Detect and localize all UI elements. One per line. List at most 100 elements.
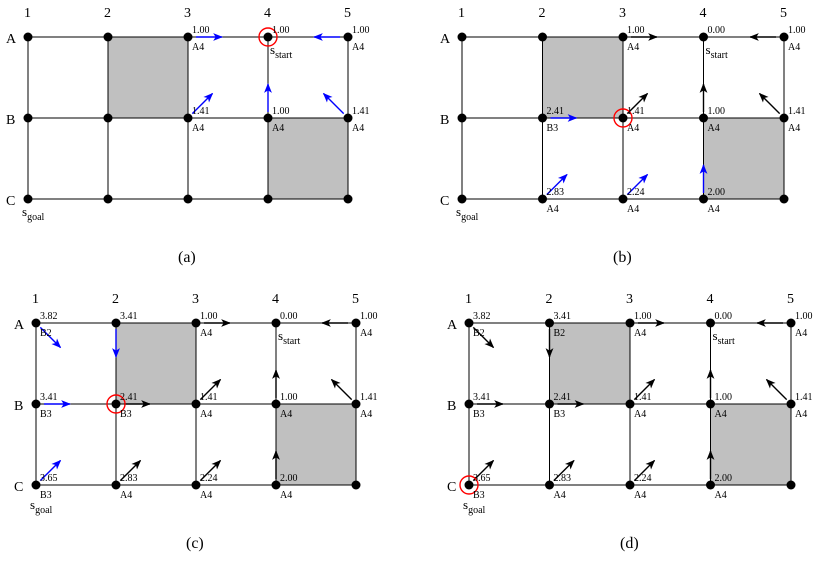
grid-node — [351, 318, 361, 328]
grid-node — [111, 480, 121, 490]
backpointer-label: B3 — [40, 490, 52, 501]
column-label: 5 — [780, 6, 787, 21]
g-value-label: 1.41 — [795, 392, 813, 403]
g-value-label: 2.83 — [547, 187, 565, 198]
backpointer-arrow-ne — [39, 459, 62, 482]
grid-node — [779, 32, 789, 42]
g-value-label: 1.41 — [627, 106, 645, 117]
grid-node — [103, 113, 113, 123]
grid-node — [699, 194, 708, 204]
row-label: A — [440, 32, 451, 47]
column-label: 3 — [192, 292, 199, 307]
g-value-label: 1.00 — [272, 25, 290, 36]
row-label: B — [447, 399, 456, 414]
backpointer-label: A4 — [360, 328, 372, 339]
row-label: A — [6, 32, 17, 47]
goal-sub: goal — [468, 505, 485, 516]
grid-node — [271, 399, 281, 409]
grid-node — [618, 113, 628, 123]
backpointer-arrow-ne — [546, 173, 568, 196]
goal-label: sgoal — [22, 204, 45, 223]
backpointer-label: A4 — [360, 409, 372, 420]
row-label: B — [440, 113, 449, 128]
obstacle-cell — [108, 37, 188, 118]
column-label: 3 — [184, 6, 191, 21]
g-value-label: 0.00 — [280, 311, 298, 322]
grid-node — [191, 399, 201, 409]
backpointer-label: A4 — [708, 204, 720, 215]
backpointer-label: A4 — [795, 328, 807, 339]
grid-node — [538, 194, 547, 204]
grid-node — [779, 113, 789, 123]
backpointer-label: A4 — [200, 409, 212, 420]
g-value-label: 2.00 — [715, 473, 733, 484]
g-value-label: 3.65 — [40, 473, 58, 484]
backpointer-arrow-ne — [119, 459, 142, 482]
g-value-label: 0.00 — [708, 25, 726, 36]
backpointer-arrow-ne — [199, 378, 222, 401]
backpointer-label: A4 — [192, 42, 204, 53]
backpointer-label: A4 — [708, 123, 720, 134]
g-value-label: 1.00 — [788, 25, 806, 36]
backpointer-arrow-ne — [633, 459, 656, 482]
g-value-label: 3.41 — [40, 392, 58, 403]
g-value-label: 3.65 — [473, 473, 491, 484]
panel-caption: (d) — [620, 535, 639, 552]
backpointer-arrow-ne — [191, 92, 214, 115]
backpointer-label: A4 — [634, 490, 646, 501]
column-label: 1 — [24, 6, 31, 21]
start-main: s — [278, 328, 283, 343]
backpointer-label: B2 — [40, 328, 52, 339]
current-node-highlight — [106, 394, 126, 414]
start-sub: start — [275, 50, 292, 61]
goal-sub: goal — [27, 212, 44, 223]
start-main: s — [706, 42, 711, 57]
row-label: A — [447, 318, 458, 333]
g-value-label: 1.00 — [280, 392, 298, 403]
backpointer-label: B2 — [473, 328, 485, 339]
row-label: C — [447, 480, 456, 495]
grid-node — [706, 318, 715, 328]
panel-d: 1 2 3 4 5 A B C 3.82 B2 3.41 B2 1.00 A4 0.00 1.00 A4 3.41… — [447, 292, 813, 552]
grid-node — [183, 113, 193, 123]
backpointer-label: A4 — [200, 490, 212, 501]
g-value-label: 2.24 — [200, 473, 218, 484]
g-value-label: 3.41 — [120, 311, 138, 322]
g-value-label: 1.00 — [360, 311, 378, 322]
grid-node — [343, 194, 353, 204]
grid-node — [545, 318, 554, 328]
panel-a: 1 2 3 4 5 A B C 1.00 A4 1.00 1.00 A4 1.41 A4 1.00 A4 1.41… — [6, 6, 370, 266]
g-value-label: 1.00 — [708, 106, 726, 117]
backpointer-arrow-ne — [626, 92, 649, 115]
backpointer-label: A4 — [715, 490, 727, 501]
grid-node — [618, 194, 628, 204]
grid-node — [699, 113, 708, 123]
grid-node — [263, 113, 273, 123]
panel-b: 1 2 3 4 5 A B C 1.00 A4 0.00 1.00 A4 2.41 B3 1.41 A4 1.00… — [440, 6, 806, 266]
grid-node — [351, 399, 361, 409]
grid-node — [23, 32, 33, 42]
obstacle-cell — [268, 118, 348, 199]
column-label: 2 — [104, 6, 111, 21]
backpointer-arrow-nw — [322, 92, 345, 115]
current-node-highlight — [613, 108, 633, 128]
backpointer-label: A4 — [192, 123, 204, 134]
row-label: C — [440, 194, 449, 209]
backpointer-label: A4 — [352, 123, 364, 134]
backpointer-label: A4 — [547, 204, 559, 215]
backpointer-label: A4 — [627, 204, 639, 215]
backpointer-label: B3 — [473, 490, 485, 501]
row-label: A — [14, 318, 25, 333]
backpointer-label: B3 — [120, 409, 132, 420]
g-value-label: 1.00 — [192, 25, 210, 36]
grid-node — [625, 480, 635, 490]
g-value-label: 2.41 — [120, 392, 138, 403]
start-sub: start — [283, 336, 300, 347]
grid-node — [351, 480, 361, 490]
backpointer-label: B3 — [547, 123, 559, 134]
g-value-label: 1.00 — [627, 25, 645, 36]
column-label: 4 — [264, 6, 271, 21]
grid-node — [457, 113, 467, 123]
backpointer-arrow-se — [472, 326, 495, 349]
